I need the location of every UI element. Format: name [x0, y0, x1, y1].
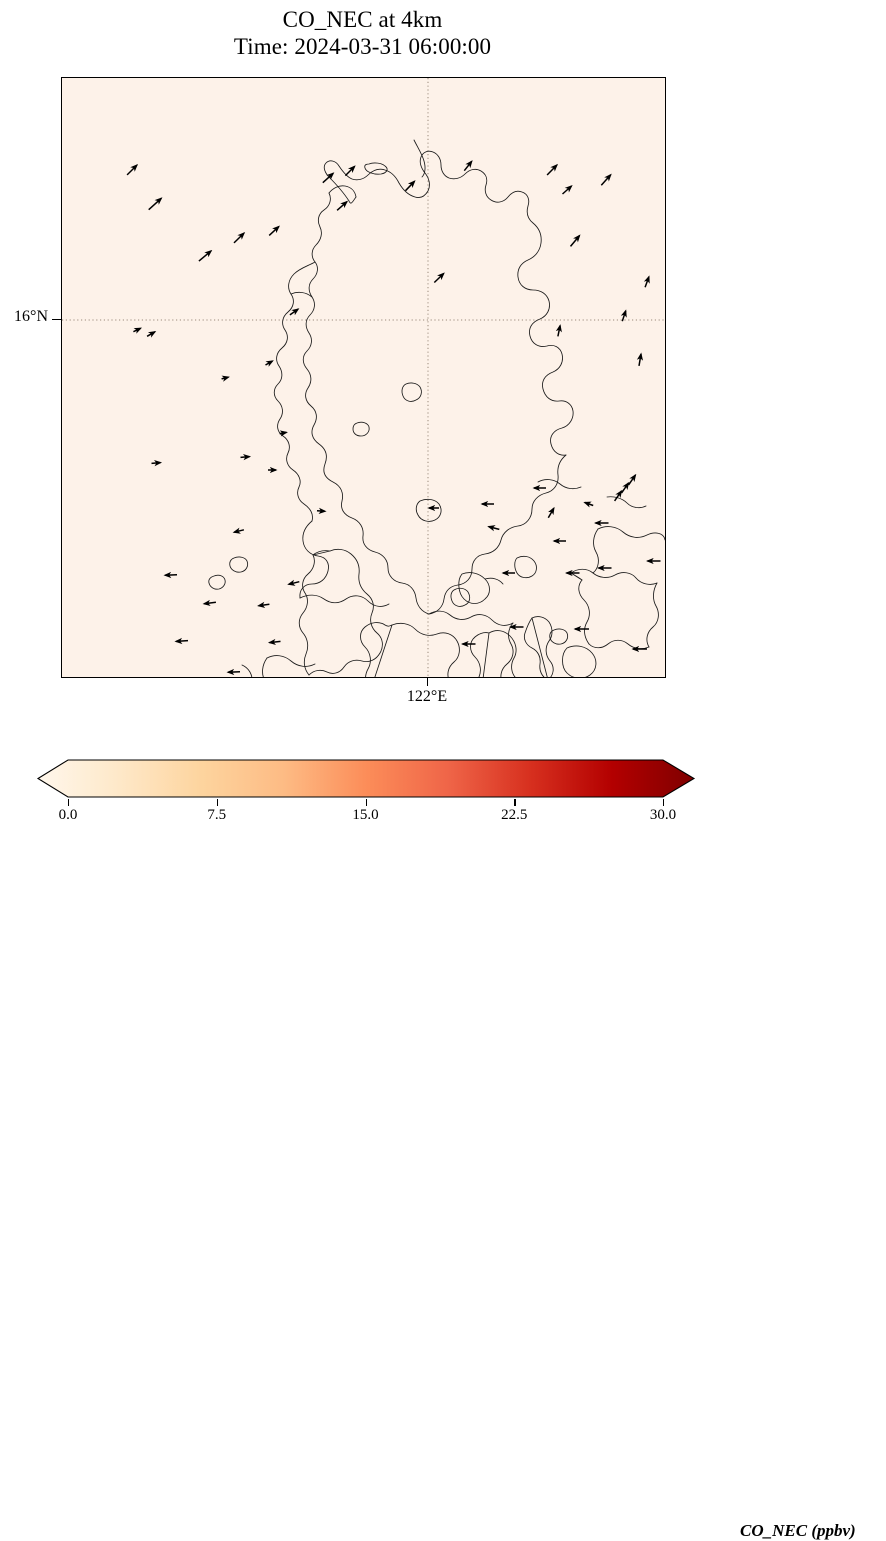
colorbar-tick-label: 7.5	[207, 807, 226, 824]
colorbar-tick	[217, 799, 218, 806]
longitude-axis-label: 122°E	[407, 688, 447, 706]
map-plot-area[interactable]	[61, 77, 666, 678]
wind-vector-arrow	[241, 457, 250, 458]
wind-vector-arrow	[152, 463, 161, 464]
wind-vector-arrow	[317, 511, 325, 512]
latitude-tick-mark	[52, 319, 61, 320]
figure-title-block: CO_NEC at 4km Time: 2024-03-31 06:00:00	[0, 6, 725, 60]
colorbar-tick-label: 15.0	[352, 807, 378, 824]
colorbar-tick-label: 0.0	[59, 807, 78, 824]
colorbar-tick-label: 30.0	[650, 807, 676, 824]
co-concentration-field	[62, 78, 665, 677]
page-title: CO_NEC at 4km	[0, 6, 725, 33]
map-canvas	[62, 78, 665, 677]
colorbar-tick	[366, 799, 367, 806]
colorbar-label: CO_NEC (ppbv)	[740, 1521, 856, 1541]
latitude-axis-label: 16°N	[14, 308, 48, 326]
colorbar-tick-label: 22.5	[501, 807, 527, 824]
figure-subtitle-time: Time: 2024-03-31 06:00:00	[0, 33, 725, 60]
colorbar-tick	[68, 799, 69, 806]
colorbar-tick	[663, 799, 664, 806]
colorbar-tick	[514, 799, 515, 806]
longitude-tick-mark	[427, 677, 428, 686]
colorbar-bar	[38, 760, 694, 797]
colorbar-gradient	[30, 755, 706, 805]
wind-vector-arrow	[176, 641, 188, 642]
